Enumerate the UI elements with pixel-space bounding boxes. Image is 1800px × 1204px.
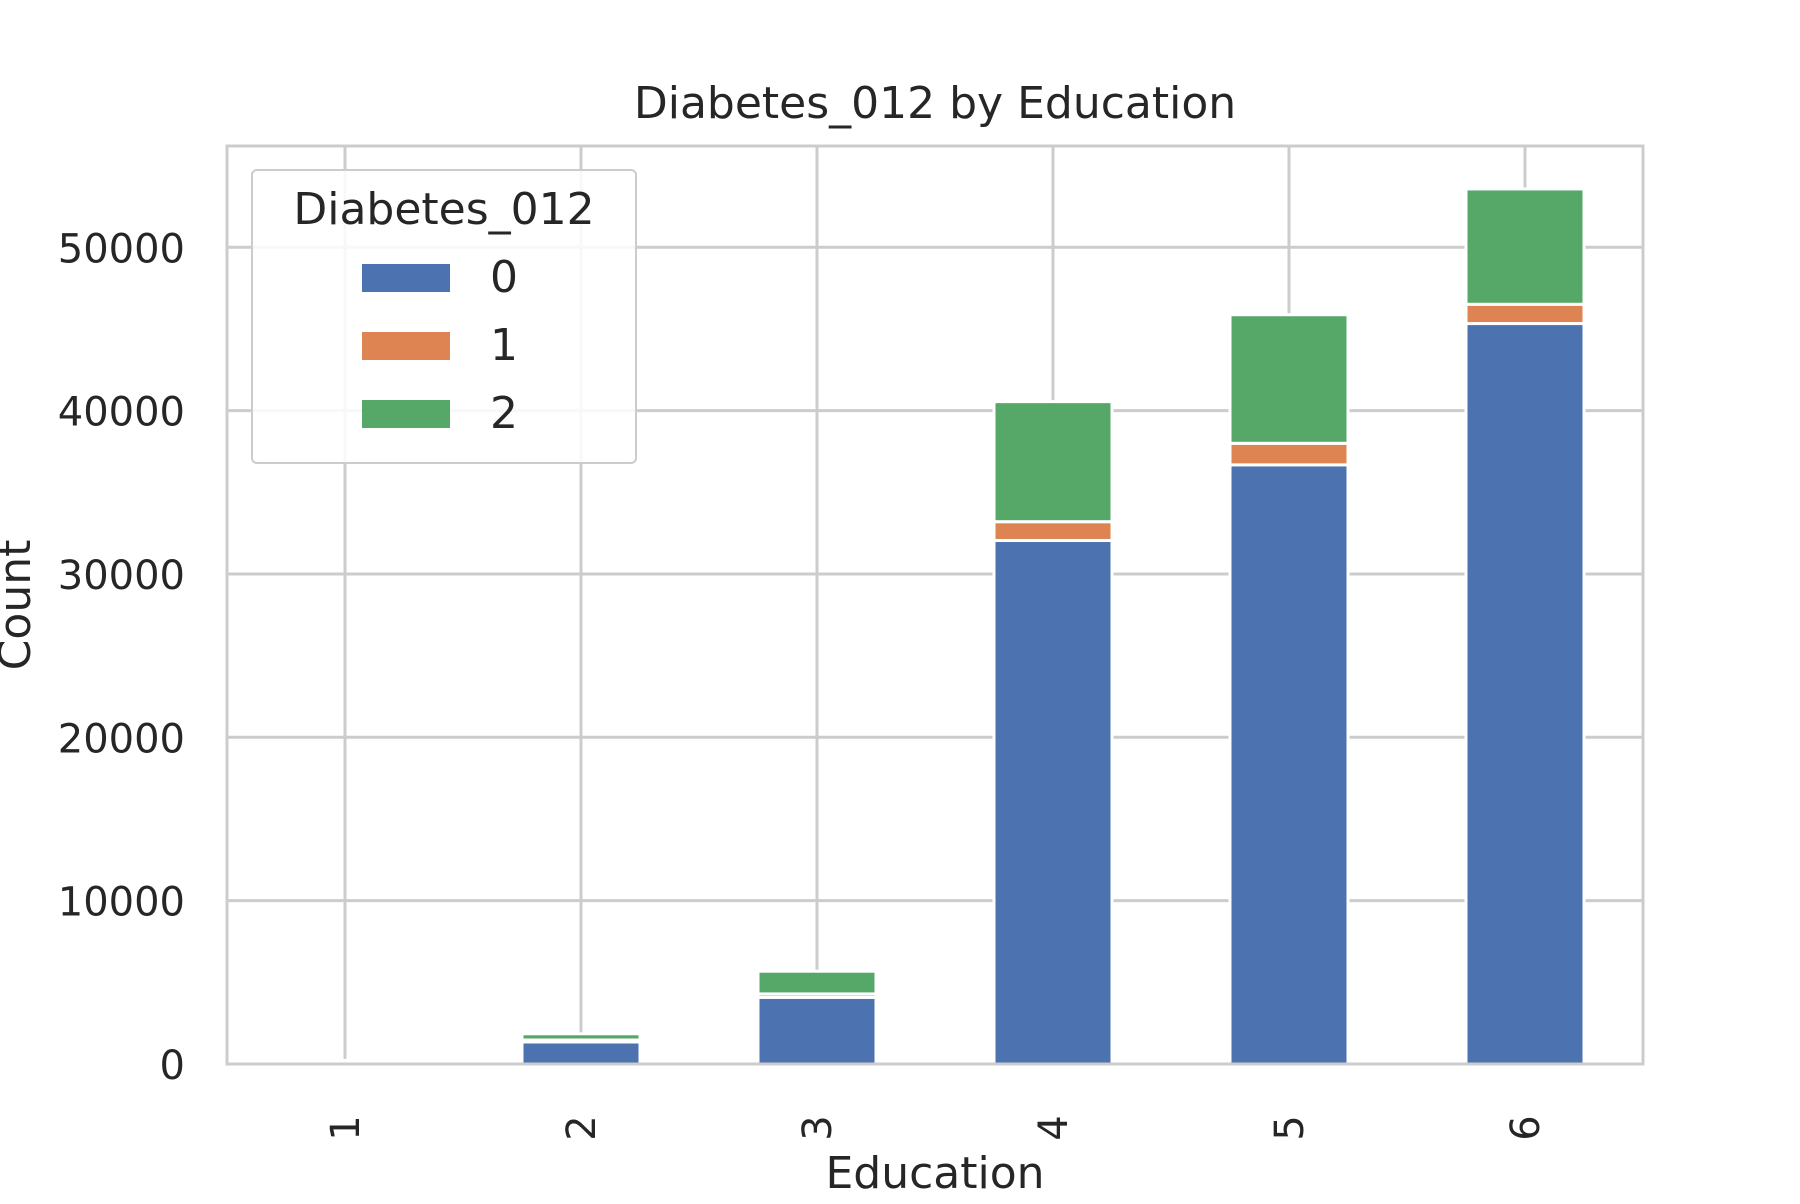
legend-label-0: 0 xyxy=(490,252,518,303)
y-axis-label: Count xyxy=(0,540,41,671)
bar-segment-2-edu-6 xyxy=(1466,189,1584,304)
bar-segment-1-edu-5 xyxy=(1230,443,1348,465)
legend-swatch-1 xyxy=(362,332,450,360)
x-tick-label: 1 xyxy=(323,1115,369,1140)
bar-segment-2-edu-2 xyxy=(522,1034,640,1040)
bar-segment-2-edu-3 xyxy=(758,971,876,994)
legend-label-2: 2 xyxy=(490,388,518,439)
y-tick-label: 20000 xyxy=(58,716,185,762)
bar-segment-1-edu-6 xyxy=(1466,304,1584,323)
bar-segment-0-edu-5 xyxy=(1230,465,1348,1064)
legend-label-1: 1 xyxy=(490,320,518,371)
x-tick-label: 4 xyxy=(1031,1115,1077,1140)
bar-segment-2-edu-4 xyxy=(994,402,1112,522)
x-tick-label: 6 xyxy=(1503,1115,1549,1140)
x-axis-label: Education xyxy=(825,1148,1044,1199)
legend-items: 0 1 2 xyxy=(362,252,518,439)
legend-title: Diabetes_012 xyxy=(293,184,594,235)
y-tick-label: 30000 xyxy=(58,553,185,599)
bar-segment-0-edu-4 xyxy=(994,540,1112,1064)
x-tick-label: 5 xyxy=(1267,1115,1313,1140)
legend: Diabetes_012 0 1 2 xyxy=(252,170,636,463)
bar-segment-2-edu-1 xyxy=(286,1060,404,1061)
x-tick-label: 3 xyxy=(795,1115,841,1140)
bar-segment-0-edu-3 xyxy=(758,997,876,1064)
bar-segment-2-edu-5 xyxy=(1230,315,1348,444)
y-tick-label: 40000 xyxy=(58,390,185,436)
bar-segment-0-edu-2 xyxy=(522,1042,640,1064)
legend-swatch-2 xyxy=(362,400,450,428)
legend-swatch-0 xyxy=(362,264,450,292)
bar-segment-1-edu-4 xyxy=(994,522,1112,541)
x-tick-label: 2 xyxy=(559,1115,605,1140)
y-tick-label: 10000 xyxy=(58,880,185,926)
y-tick-label: 0 xyxy=(160,1043,185,1089)
y-tick-label: 50000 xyxy=(58,226,185,272)
chart-title: Diabetes_012 by Education xyxy=(634,78,1236,129)
bar-segment-0-edu-6 xyxy=(1466,324,1584,1064)
